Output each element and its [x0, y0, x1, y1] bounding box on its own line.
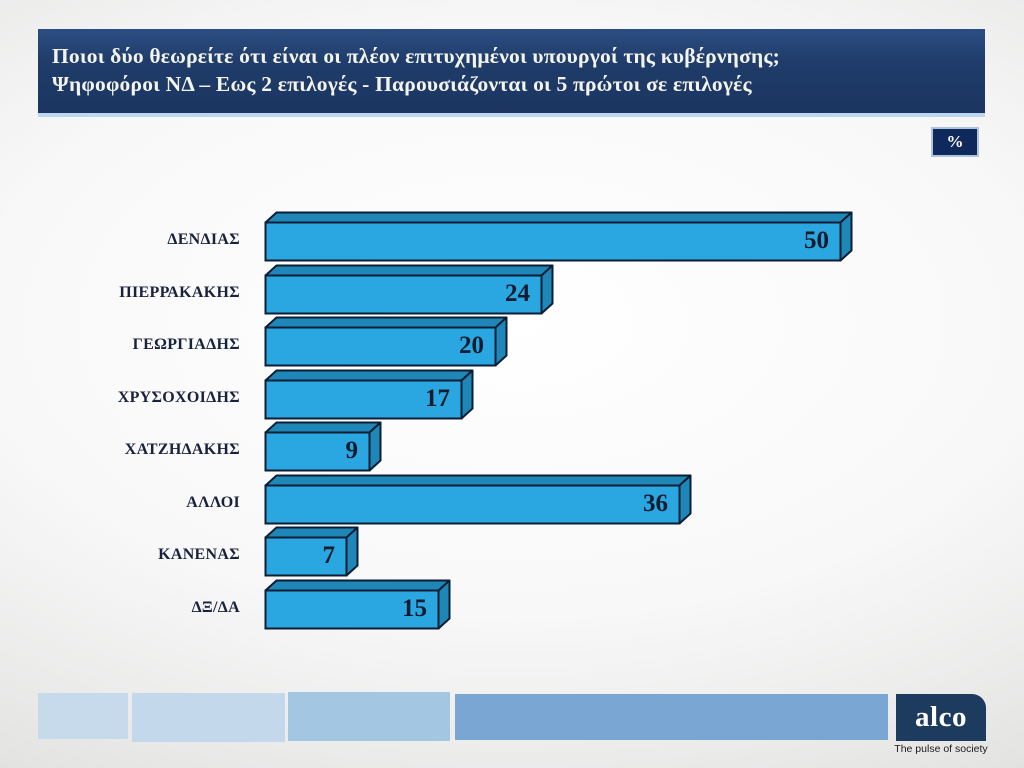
bar: 50	[264, 211, 854, 263]
bar-3d-shape	[264, 316, 508, 367]
bar: 9	[264, 421, 383, 473]
bar-right-face	[345, 526, 359, 577]
bar-right-face	[494, 316, 508, 367]
alco-logo: alco	[896, 694, 986, 741]
bar-3d-shape	[264, 526, 359, 577]
bar-front-face	[264, 326, 497, 367]
bar-front-face	[264, 536, 348, 577]
bar-front-face	[264, 484, 681, 524]
bar-front-face	[264, 431, 371, 472]
category-label: ΔΞ/ΔΑ	[191, 598, 240, 616]
category-label: ΚΑΝΕΝΑΣ	[158, 546, 240, 563]
bar-front-face	[264, 221, 842, 262]
bar-value-label: 36	[643, 489, 668, 517]
footer-block-2	[132, 693, 285, 742]
bar-value-label: 9	[345, 437, 359, 464]
percent-badge: %	[931, 127, 979, 157]
bar-value-label: 20	[459, 332, 484, 359]
chart-row: ΔΕΝΔΙΑΣ 50	[0, 211, 1024, 263]
footer-block-alpha: NEWS	[38, 693, 128, 739]
bar-value-label: 50	[804, 227, 829, 254]
bar-top-face	[264, 316, 508, 329]
bar: 15	[264, 579, 452, 631]
bar-right-face	[460, 369, 474, 419]
bar-top-face	[264, 421, 382, 434]
chart-row: ΚΑΝΕΝΑΣ 7	[0, 526, 1024, 578]
category-label: ΧΡΥΣΟΧΟΙΔΗΣ	[117, 388, 240, 406]
bar-3d-shape	[264, 474, 692, 524]
bar-value-label: 7	[322, 542, 336, 569]
bar-3d-shape	[264, 421, 382, 472]
bar: 17	[264, 369, 475, 421]
slide-title: Ποιοι δύο θεωρείτε ότι είναι οι πλέον επ…	[38, 29, 985, 117]
title-line-1: Ποιοι δύο θεωρείτε ότι είναι οι πλέον επ…	[52, 44, 781, 68]
bar: 7	[264, 526, 360, 578]
category-label: ΑΛΛΟΙ	[186, 493, 240, 511]
bar-3d-shape	[264, 369, 474, 419]
chart-row: ΓΕΩΡΓΙΑΔΗΣ 20	[0, 316, 1024, 368]
bar-3d-shape	[264, 579, 451, 629]
category-label: ΔΕΝΔΙΑΣ	[167, 231, 240, 248]
bar-front-face	[264, 589, 440, 629]
bar-right-face	[368, 421, 382, 472]
bar: 36	[264, 474, 693, 526]
footer-block-4	[455, 694, 888, 740]
bar-top-face	[264, 211, 853, 224]
bar-3d-shape	[264, 211, 853, 262]
bar-value-label: 17	[425, 384, 450, 412]
bar-top-face	[264, 579, 451, 591]
footer-block-3	[288, 692, 450, 741]
category-label: ΓΕΩΡΓΙΑΔΗΣ	[132, 336, 240, 353]
bar-right-face	[437, 579, 451, 629]
chart-row: ΧΡΥΣΟΧΟΙΔΗΣ 17	[0, 369, 1024, 421]
category-label: ΧΑΤΖΗΔΑΚΗΣ	[124, 441, 240, 458]
chart-row: ΑΛΛΟΙ 36	[0, 474, 1024, 526]
alco-tagline: The pulse of society	[894, 743, 988, 755]
bar-3d-shape	[264, 264, 554, 314]
bar-front-face	[264, 379, 463, 419]
bar-right-face	[678, 474, 692, 524]
title-line-2: Ψηφοφόροι ΝΔ – Εως 2 επιλογές - Παρουσιά…	[52, 72, 752, 96]
bar-right-face	[540, 264, 554, 314]
bar-top-face	[264, 264, 554, 276]
bar-right-face	[839, 211, 853, 262]
chart-row: ΔΞ/ΔΑ 15	[0, 579, 1024, 631]
bar-front-face	[264, 274, 543, 314]
alco-logo-text: alco	[915, 701, 967, 733]
bar: 20	[264, 316, 509, 368]
bar-top-face	[264, 474, 692, 486]
chart-row: ΠΙΕΡΡΑΚΑΚΗΣ 24	[0, 264, 1024, 316]
bar-value-label: 24	[505, 279, 530, 307]
bar-top-face	[264, 526, 359, 539]
bar-top-face	[264, 369, 474, 381]
chart-row: ΧΑΤΖΗΔΑΚΗΣ 9	[0, 421, 1024, 473]
bar-value-label: 15	[402, 594, 427, 622]
bar: 24	[264, 264, 555, 316]
category-label: ΠΙΕΡΡΑΚΑΚΗΣ	[119, 283, 240, 301]
